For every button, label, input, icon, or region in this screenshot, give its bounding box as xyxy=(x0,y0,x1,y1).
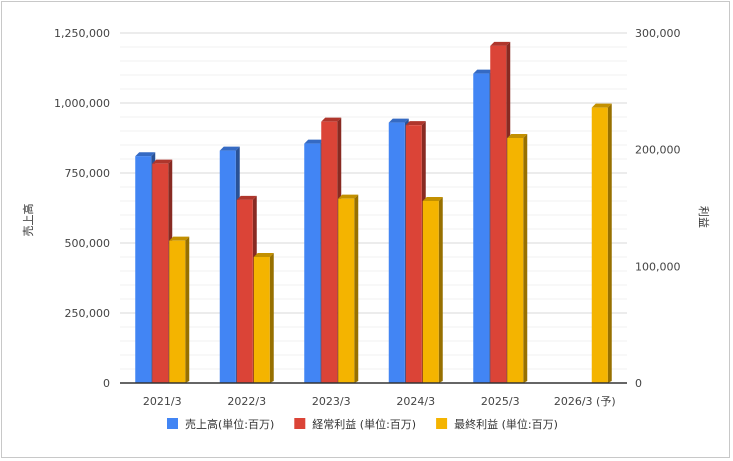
bar-front xyxy=(253,257,270,383)
bar-top xyxy=(490,41,511,46)
bar-top xyxy=(473,69,494,74)
x-tick-label: 2021/3 xyxy=(143,395,182,408)
bar[interactable] xyxy=(338,194,359,383)
bar-top xyxy=(236,195,257,200)
y-right-tick-label: 100,000 xyxy=(635,260,681,273)
x-tick-label: 2024/3 xyxy=(396,395,435,408)
y-left-tick-label: 250,000 xyxy=(65,307,111,320)
bar-front xyxy=(169,240,186,383)
bar-front xyxy=(507,138,524,383)
bar-top xyxy=(321,117,342,122)
legend-swatch xyxy=(294,418,306,429)
x-tick-label: 2025/3 xyxy=(481,395,520,408)
bar-side xyxy=(523,134,528,383)
bar-top xyxy=(405,121,426,126)
y-left-tick-label: 500,000 xyxy=(65,237,111,250)
legend-label: 最終利益 (単位:百万) xyxy=(454,417,558,431)
y-left-tick-label: 1,250,000 xyxy=(54,27,110,40)
bar-front xyxy=(422,201,439,383)
bar-front xyxy=(321,121,338,384)
y-right-tick-label: 300,000 xyxy=(635,27,681,40)
legend-label: 売上高(単位:百万) xyxy=(185,417,274,431)
bar-front xyxy=(473,73,490,383)
bar-top xyxy=(152,159,173,164)
bar-front xyxy=(490,45,507,383)
y-right-tick-label: 0 xyxy=(635,377,642,390)
y-axis-left-title: 売上高 xyxy=(21,204,35,237)
bar-front xyxy=(405,125,422,384)
legend-item[interactable]: 売上高(単位:百万) xyxy=(167,417,274,431)
bar[interactable] xyxy=(253,253,274,383)
legend[interactable]: 売上高(単位:百万) 経常利益 (単位:百万) 最終利益 (単位:百万) xyxy=(167,417,558,431)
legend-label: 経常利益 (単位:百万) xyxy=(312,417,416,431)
legend-swatch xyxy=(436,418,448,429)
gridlines xyxy=(120,32,627,370)
bar-front xyxy=(338,198,355,383)
x-tick-label: 2022/3 xyxy=(227,395,266,408)
legend-swatch xyxy=(167,418,178,429)
bar-side xyxy=(607,103,612,384)
x-tick-label: 2026/3 (予) xyxy=(554,395,616,408)
y-left-tick-label: 750,000 xyxy=(65,167,111,180)
bar[interactable] xyxy=(591,103,612,384)
bar-front xyxy=(219,150,236,383)
bar-front xyxy=(304,143,321,383)
bar[interactable] xyxy=(169,236,190,383)
bar-top xyxy=(169,236,190,241)
y-left-tick-label: 1,000,000 xyxy=(54,97,110,110)
bar-front xyxy=(135,156,152,383)
bar[interactable] xyxy=(507,134,528,383)
bar-front xyxy=(152,163,169,383)
bar-front xyxy=(236,199,253,383)
bar-top xyxy=(591,103,612,108)
bar-top xyxy=(253,253,274,257)
bar[interactable] xyxy=(422,197,443,383)
y-right-tick-label: 200,000 xyxy=(635,144,681,157)
bars xyxy=(135,41,612,384)
axes: 0 250,000 500,000 750,000 1,000,000 1,250,000… xyxy=(54,27,680,408)
y-axis-right-title: 利益 xyxy=(697,206,711,228)
bar-top xyxy=(388,118,409,123)
y-left-tick-label: 0 xyxy=(103,377,110,390)
bar-top xyxy=(507,134,528,138)
bar-top xyxy=(422,197,443,201)
bar-top xyxy=(135,152,156,157)
bar-side xyxy=(354,194,359,383)
bar-top xyxy=(338,194,359,199)
legend-item[interactable]: 経常利益 (単位:百万) xyxy=(294,417,416,431)
x-tick-label: 2023/3 xyxy=(312,395,351,408)
bar-front xyxy=(591,107,608,384)
bar-front xyxy=(388,122,405,383)
bar-side xyxy=(269,253,274,383)
bar-side xyxy=(438,197,443,383)
bar-top xyxy=(219,146,240,151)
bar-side xyxy=(185,236,190,383)
bar-top xyxy=(304,139,325,144)
legend-item[interactable]: 最終利益 (単位:百万) xyxy=(436,417,558,431)
